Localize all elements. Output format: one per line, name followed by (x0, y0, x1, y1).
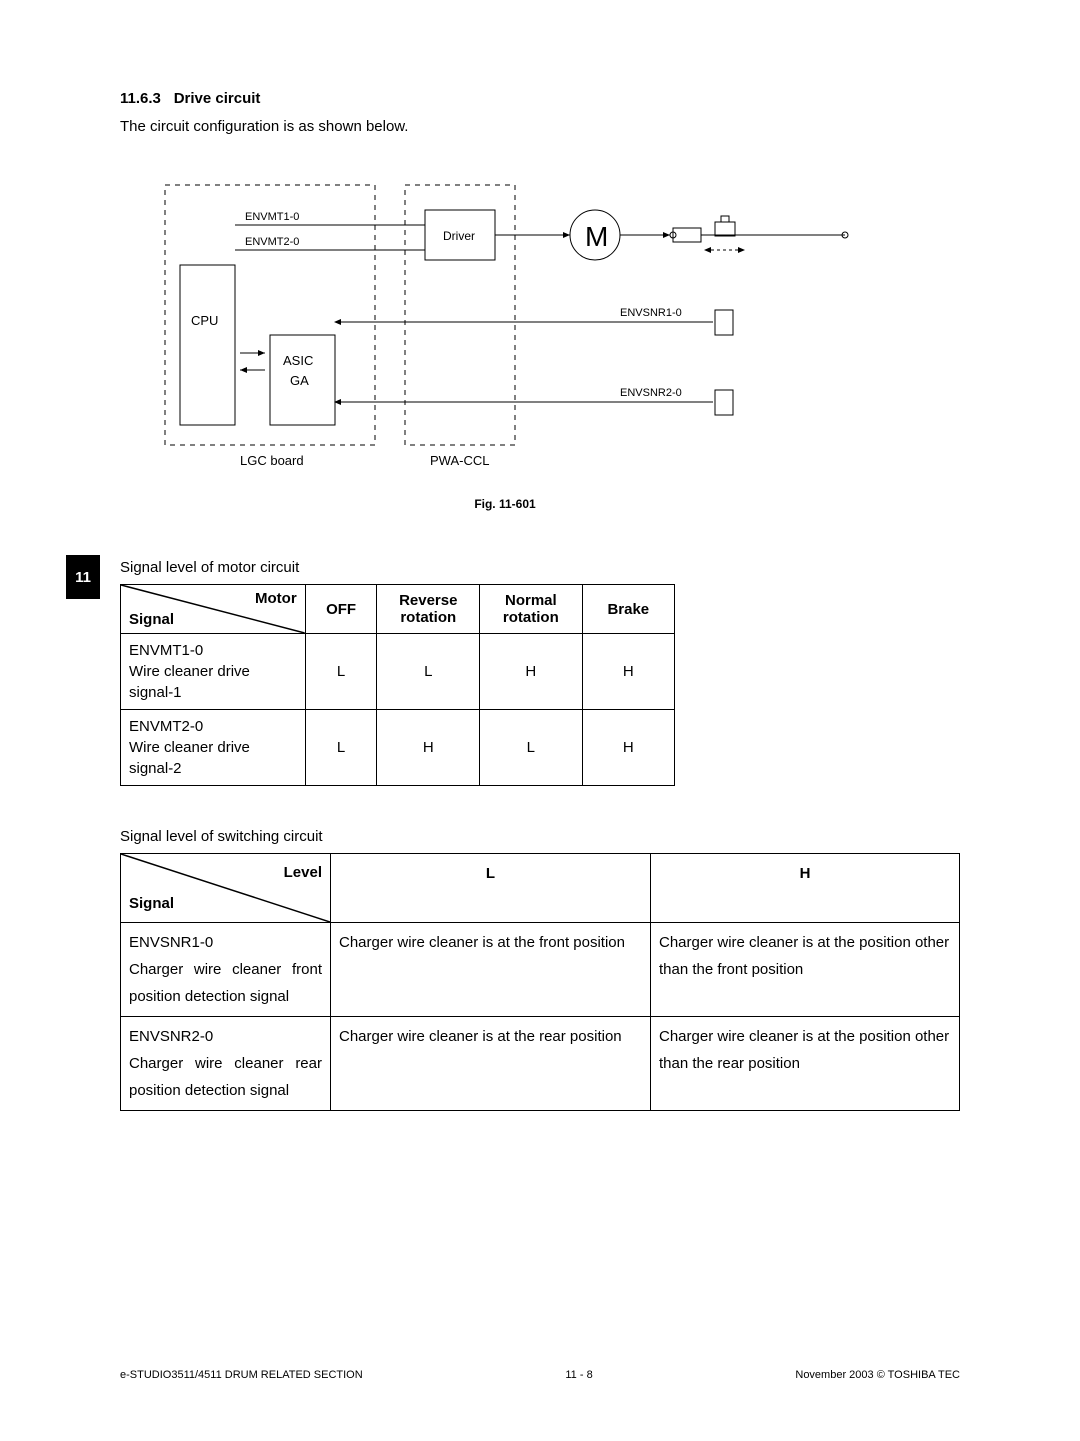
sig-cell: ENVSNR2-0 Charger wire cleaner rear posi… (121, 1017, 331, 1111)
circuit-diagram: LGC board PWA-CCL CPU ASIC GA ENVMT1-0 E… (145, 180, 960, 511)
sig-cell: ENVMT1-0 Wire cleaner drive signal-1 (121, 634, 306, 710)
envsnr1-label: ENVSNR1-0 (620, 307, 682, 319)
sig-cell: ENVSNR1-0 Charger wire cleaner front pos… (121, 923, 331, 1017)
table-row: ENVMT1-0 Wire cleaner drive signal-1 L L… (121, 634, 675, 710)
intro-text: The circuit configuration is as shown be… (120, 118, 960, 135)
table-row: ENVSNR1-0 Charger wire cleaner front pos… (121, 923, 960, 1017)
cpu-label: CPU (191, 313, 218, 328)
footer-right: November 2003 © TOSHIBA TEC (795, 1369, 960, 1381)
lgc-label: LGC board (240, 453, 304, 468)
col-rev: Reverse rotation (377, 585, 480, 634)
page-footer: e-STUDIO3511/4511 DRUM RELATED SECTION 1… (120, 1369, 960, 1381)
col-off: OFF (305, 585, 377, 634)
diag-header: Motor Signal (121, 585, 306, 634)
side-tab: 11 (66, 555, 100, 599)
envmt1-label: ENVMT1-0 (245, 211, 299, 223)
envmt2-label: ENVMT2-0 (245, 236, 299, 248)
switch-table-title: Signal level of switching circuit (120, 828, 960, 845)
section-heading: 11.6.3 Drive circuit (120, 90, 960, 108)
table-row: Motor Signal OFF Reverse rotation Normal… (121, 585, 675, 634)
motor-label: M (585, 221, 608, 252)
figure-caption: Fig. 11-601 (145, 497, 865, 511)
section-number: 11.6.3 (120, 90, 161, 107)
motor-table-title: Signal level of motor circuit (120, 559, 960, 576)
motor-signal-table: Motor Signal OFF Reverse rotation Normal… (120, 584, 675, 786)
switching-signal-table: Level Signal L H ENVSNR1-0 Charger wire … (120, 853, 960, 1111)
pwa-label: PWA-CCL (430, 453, 489, 468)
driver-label: Driver (443, 229, 475, 243)
table-row: ENVSNR2-0 Charger wire cleaner rear posi… (121, 1017, 960, 1111)
envsnr2-label: ENVSNR2-0 (620, 387, 682, 399)
col-h: H (651, 854, 960, 923)
footer-left: e-STUDIO3511/4511 DRUM RELATED SECTION (120, 1369, 363, 1381)
ga-label: GA (290, 373, 309, 388)
table-row: Level Signal L H (121, 854, 960, 923)
footer-center: 11 - 8 (565, 1369, 592, 1381)
section-title (165, 90, 173, 107)
col-brake: Brake (582, 585, 674, 634)
diagram-svg: LGC board PWA-CCL CPU ASIC GA ENVMT1-0 E… (145, 180, 865, 480)
diag-header: Level Signal (121, 854, 331, 923)
col-l: L (331, 854, 651, 923)
col-norm: Normal rotation (480, 585, 583, 634)
table-row: ENVMT2-0 Wire cleaner drive signal-2 L H… (121, 710, 675, 786)
sig-cell: ENVMT2-0 Wire cleaner drive signal-2 (121, 710, 306, 786)
asic-label: ASIC (283, 353, 313, 368)
